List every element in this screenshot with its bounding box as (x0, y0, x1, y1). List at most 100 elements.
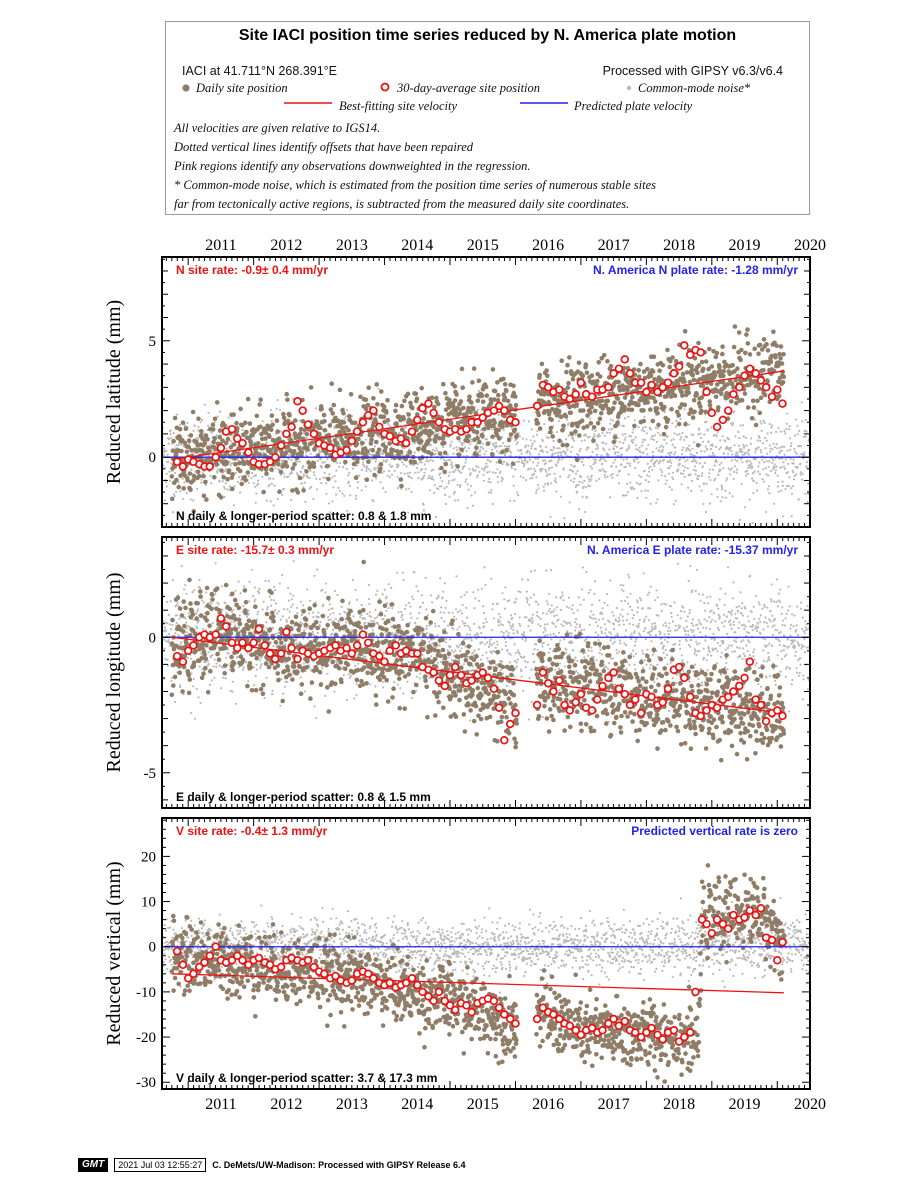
daily-point (369, 437, 374, 443)
common-mode-point (210, 602, 213, 605)
daily-point (570, 376, 576, 382)
daily-point (302, 441, 308, 446)
common-mode-point (370, 453, 373, 456)
common-mode-point (276, 399, 279, 402)
common-mode-point (708, 468, 712, 471)
daily-point (376, 447, 382, 453)
common-mode-point (569, 450, 572, 453)
common-mode-point (420, 461, 423, 464)
common-mode-point (224, 482, 227, 485)
common-mode-point (552, 439, 555, 442)
common-mode-point (269, 477, 272, 480)
common-mode-point (753, 470, 756, 473)
common-mode-point (680, 436, 683, 439)
common-mode-point (700, 450, 703, 453)
common-mode-point (350, 629, 354, 632)
common-mode-point (747, 453, 751, 456)
daily-point (348, 392, 354, 397)
common-mode-point (694, 459, 697, 462)
common-mode-point (532, 472, 536, 475)
common-mode-point (489, 491, 493, 494)
daily-point (630, 395, 635, 400)
common-mode-point (626, 448, 629, 451)
common-mode-point (301, 482, 304, 485)
common-mode-point (233, 621, 236, 624)
daily-point (544, 368, 549, 373)
daily-point (195, 469, 201, 475)
common-mode-point (309, 452, 312, 455)
common-mode-point (327, 608, 330, 612)
common-mode-point (266, 605, 269, 609)
common-mode-point (264, 529, 266, 531)
common-mode-point (328, 603, 331, 606)
common-mode-point (683, 408, 686, 411)
average-point (663, 378, 673, 387)
common-mode-point (349, 494, 352, 497)
daily-point (211, 439, 216, 445)
common-mode-point (716, 495, 719, 498)
common-mode-point (280, 678, 283, 681)
average-point (293, 397, 302, 406)
daily-point (337, 387, 343, 393)
common-mode-point (778, 446, 782, 449)
daily-point (721, 373, 726, 379)
common-mode-point (591, 450, 594, 453)
x-tick-label: 2016 (532, 237, 564, 254)
daily-point (680, 371, 686, 377)
common-mode-point (368, 611, 371, 614)
daily-point (487, 419, 493, 424)
common-mode-point (614, 451, 617, 454)
average-point (489, 406, 499, 415)
common-mode-point (662, 458, 666, 462)
daily-point (739, 347, 744, 353)
common-mode-point (204, 483, 207, 486)
daily-point (560, 427, 565, 433)
daily-point (258, 397, 264, 403)
common-mode-point (293, 642, 296, 645)
common-mode-point (321, 588, 324, 591)
daily-point (599, 356, 604, 361)
common-mode-point (573, 464, 576, 468)
common-mode-point (737, 430, 740, 433)
common-mode-point (537, 453, 541, 456)
daily-point (384, 410, 389, 415)
common-mode-point (258, 587, 261, 591)
daily-point (304, 469, 309, 474)
x-tick-label: 2018 (663, 237, 695, 254)
x-tick-label: 2014 (401, 237, 433, 254)
common-mode-point (275, 407, 278, 410)
common-mode-point (477, 389, 480, 393)
common-mode-point (179, 684, 182, 687)
common-mode-point (608, 496, 612, 499)
common-mode-point (766, 488, 770, 491)
common-mode-point (213, 658, 216, 661)
daily-point (502, 382, 508, 387)
common-mode-point (608, 448, 611, 451)
daily-point (548, 425, 554, 431)
common-mode-point (603, 449, 606, 452)
common-mode-point (595, 479, 598, 482)
common-mode-point (745, 444, 748, 447)
common-mode-point (354, 664, 357, 668)
daily-point (765, 348, 771, 353)
common-mode-point (719, 446, 723, 449)
daily-point (356, 436, 361, 442)
common-mode-point (277, 610, 280, 613)
daily-point (615, 420, 620, 426)
average-point (576, 378, 586, 387)
common-mode-point (455, 446, 458, 449)
common-mode-point (369, 469, 372, 472)
daily-point (708, 381, 714, 387)
common-mode-point (669, 464, 672, 468)
common-mode-point (338, 489, 341, 493)
common-mode-point (761, 442, 765, 445)
daily-point (536, 412, 541, 418)
common-mode-point (658, 446, 661, 449)
common-mode-point (283, 685, 286, 688)
common-mode-point (629, 486, 632, 489)
common-mode-point (165, 481, 168, 484)
daily-point (341, 410, 346, 416)
common-mode-point (682, 446, 685, 449)
daily-point (480, 433, 485, 439)
daily-point (599, 411, 604, 416)
